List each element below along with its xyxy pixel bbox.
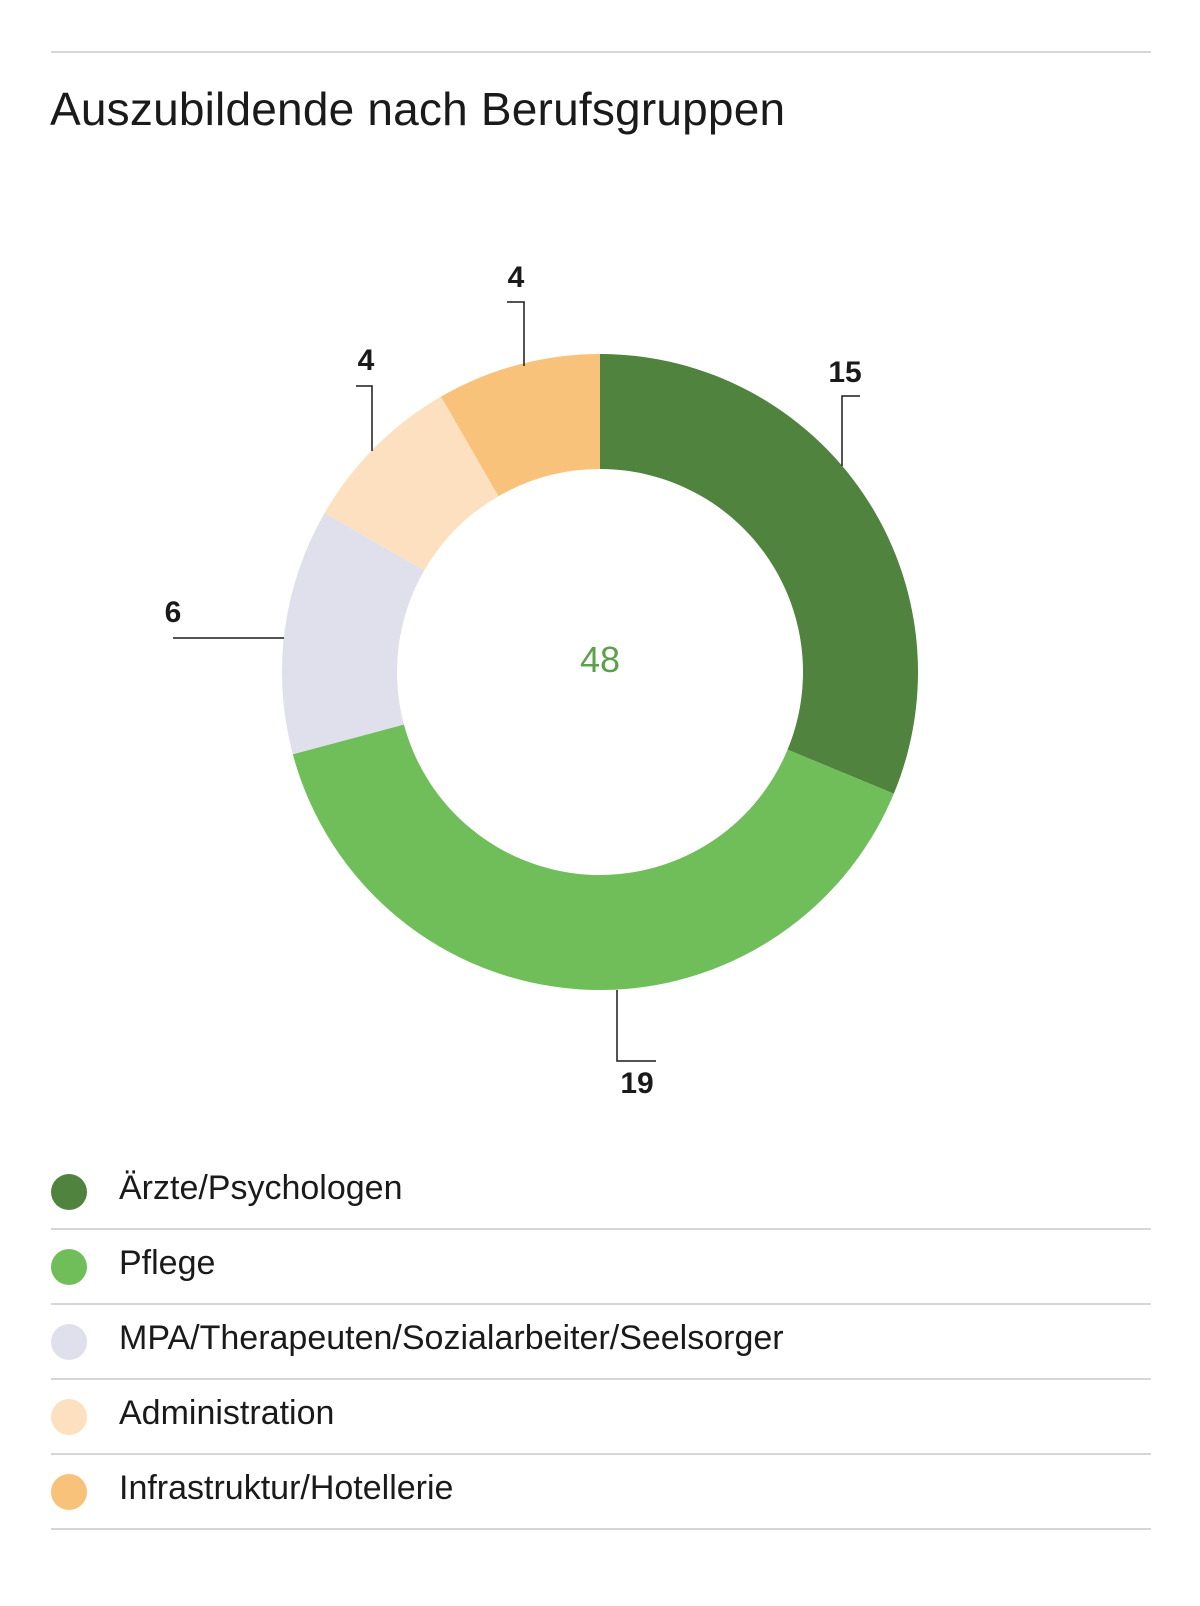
donut-slice [292, 724, 894, 990]
legend-item: Pflege [51, 1230, 1151, 1305]
data-label: 4 [358, 344, 375, 377]
legend-label: Ärzte/Psychologen [119, 1169, 403, 1207]
legend-label: Administration [119, 1394, 335, 1432]
legend-swatch-icon [51, 1249, 87, 1285]
legend-swatch-icon [51, 1174, 87, 1210]
legend-swatch-icon [51, 1324, 87, 1360]
legend-label: Pflege [119, 1244, 216, 1282]
legend-label: MPA/Therapeuten/Sozialarbeiter/Seelsorge… [119, 1319, 784, 1357]
leader-line [841, 395, 860, 466]
donut-slice [600, 354, 919, 794]
legend: Ärzte/Psychologen Pflege MPA/Therapeuten… [51, 1155, 1151, 1530]
legend-label: Infrastruktur/Hotellerie [119, 1469, 454, 1507]
legend-swatch-icon [51, 1474, 87, 1510]
donut-slice [282, 513, 425, 755]
leader-line [356, 385, 373, 451]
donut-chart: 15 19 6 4 4 48 [165, 261, 919, 1100]
top-divider [51, 51, 1151, 53]
leader-line [616, 990, 656, 1062]
legend-item: Infrastruktur/Hotellerie [51, 1455, 1151, 1530]
data-label: 19 [620, 1067, 653, 1100]
donut-slice [441, 354, 600, 497]
legend-item: MPA/Therapeuten/Sozialarbeiter/Seelsorge… [51, 1305, 1151, 1380]
data-label: 6 [165, 596, 182, 629]
data-label: 4 [508, 261, 525, 294]
leader-line [507, 301, 525, 366]
legend-swatch-icon [51, 1399, 87, 1435]
chart-title: Auszubildende nach Berufsgruppen [50, 83, 786, 135]
total-value: 48 [580, 639, 620, 680]
donut-slice [324, 396, 499, 571]
legend-item: Administration [51, 1380, 1151, 1455]
data-label: 15 [828, 356, 861, 389]
legend-item: Ärzte/Psychologen [51, 1155, 1151, 1230]
